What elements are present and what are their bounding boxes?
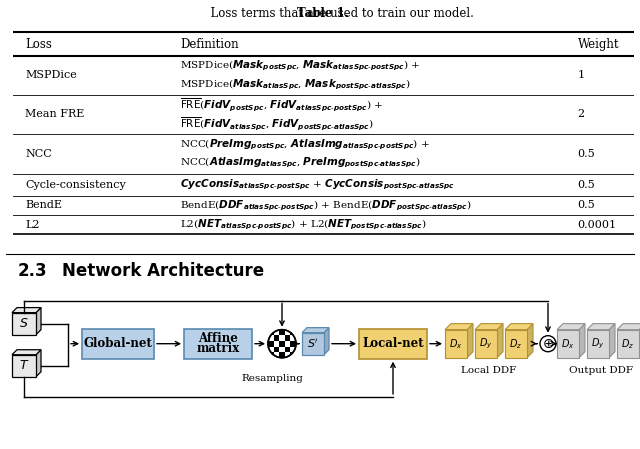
- Text: Table 1.: Table 1.: [297, 7, 349, 20]
- Bar: [291, 330, 296, 335]
- Text: 0.0001: 0.0001: [578, 220, 617, 229]
- Text: BendE($\bfit{DDF}_{atlasSpc\text{-}postSpc}$) + BendE($\bfit{DDF}_{postSpc\text{: BendE($\bfit{DDF}_{atlasSpc\text{-}postS…: [180, 198, 472, 212]
- Text: MSPDice($\bfit{Mask}_{atlasSpc}$, $\bfit{Mask}_{postSpc\text{-}atlasSpc}$): MSPDice($\bfit{Mask}_{atlasSpc}$, $\bfit…: [180, 78, 412, 92]
- Text: $D_z$: $D_z$: [509, 337, 523, 351]
- Polygon shape: [609, 324, 615, 358]
- Polygon shape: [579, 324, 585, 358]
- Text: 2.3: 2.3: [18, 263, 47, 281]
- Text: Affine: Affine: [198, 332, 238, 345]
- Bar: [587, 330, 609, 358]
- Text: 1: 1: [578, 70, 585, 80]
- Text: Output DDF: Output DDF: [569, 366, 633, 375]
- Bar: [274, 335, 279, 341]
- Bar: [268, 352, 274, 358]
- Text: Local DDF: Local DDF: [461, 366, 516, 375]
- Text: NCC($\bfit{AtlasImg}_{atlasSpc}$, $\bfit{PreImg}_{postSpc\text{-}atlasSpc}$): NCC($\bfit{AtlasImg}_{atlasSpc}$, $\bfit…: [180, 156, 421, 171]
- Polygon shape: [12, 308, 41, 313]
- Bar: [274, 347, 279, 352]
- Polygon shape: [475, 324, 503, 330]
- Text: Definition: Definition: [180, 38, 239, 50]
- Text: $\overline{\mathrm{FRE}}$($\bfit{FidV}_{atlasSpc}$, $\bfit{FidV}_{postSpc\text{-: $\overline{\mathrm{FRE}}$($\bfit{FidV}_{…: [180, 115, 374, 132]
- Text: $\oplus$: $\oplus$: [542, 337, 554, 351]
- Text: L2: L2: [25, 220, 40, 229]
- Polygon shape: [497, 324, 503, 358]
- Polygon shape: [324, 328, 329, 355]
- Text: 0.5: 0.5: [578, 149, 595, 159]
- Bar: [617, 330, 639, 358]
- Bar: [291, 352, 296, 358]
- Bar: [279, 341, 285, 347]
- Polygon shape: [467, 324, 473, 358]
- Polygon shape: [12, 350, 41, 355]
- Text: BendE: BendE: [25, 200, 62, 211]
- Bar: [82, 329, 154, 359]
- Polygon shape: [587, 324, 615, 330]
- Bar: [12, 355, 36, 377]
- Text: Loss terms that are used to train our model.: Loss terms that are used to train our mo…: [173, 7, 474, 20]
- Text: $\overline{\mathrm{FRE}}$($\bfit{FidV}_{postSpc}$, $\bfit{FidV}_{atlasSpc\text{-: $\overline{\mathrm{FRE}}$($\bfit{FidV}_{…: [180, 97, 383, 114]
- Text: Resampling: Resampling: [241, 374, 303, 383]
- Polygon shape: [36, 308, 41, 335]
- Bar: [268, 341, 274, 347]
- Bar: [184, 329, 252, 359]
- Text: 2: 2: [578, 110, 585, 119]
- Text: 0.5: 0.5: [578, 200, 595, 211]
- Bar: [302, 333, 324, 355]
- Text: NCC: NCC: [25, 149, 52, 159]
- Bar: [279, 330, 285, 335]
- Text: Mean FRE: Mean FRE: [25, 110, 84, 119]
- Text: Loss: Loss: [25, 38, 52, 50]
- Text: $D_y$: $D_y$: [591, 336, 605, 351]
- Text: L2($\bfit{NET}_{atlasSpc\text{-}postSpc}$) + L2($\bfit{NET}_{postSpc\text{-}atla: L2($\bfit{NET}_{atlasSpc\text{-}postSpc}…: [180, 217, 427, 232]
- Bar: [359, 329, 427, 359]
- Text: MSPDice($\bfit{Mask}_{postSpc}$, $\bfit{Mask}_{atlasSpc\text{-}postSpc}$) +: MSPDice($\bfit{Mask}_{postSpc}$, $\bfit{…: [180, 59, 420, 73]
- Bar: [291, 341, 296, 347]
- Bar: [285, 335, 291, 341]
- Text: $D_z$: $D_z$: [621, 337, 635, 351]
- Text: NCC($\bfit{PreImg}_{postSpc}$, $\bfit{AtlasImg}_{atlasSpc\text{-}postSpc}$) +: NCC($\bfit{PreImg}_{postSpc}$, $\bfit{At…: [180, 137, 430, 152]
- Text: $T$: $T$: [19, 359, 29, 372]
- Polygon shape: [557, 324, 585, 330]
- Text: MSPDice: MSPDice: [25, 70, 77, 80]
- Text: $D_y$: $D_y$: [479, 336, 493, 351]
- Text: $D_x$: $D_x$: [561, 337, 575, 351]
- Circle shape: [540, 336, 556, 352]
- Text: Network Architecture: Network Architecture: [62, 263, 264, 281]
- Text: $\bfit{CycConsis}_{atlasSpc\text{-}postSpc}$ + $\bfit{CycConsis}_{postSpc\text{-: $\bfit{CycConsis}_{atlasSpc\text{-}postS…: [180, 177, 456, 192]
- Bar: [12, 313, 36, 335]
- Polygon shape: [639, 324, 640, 358]
- Text: $S'$: $S'$: [307, 337, 319, 350]
- Bar: [268, 330, 274, 335]
- Polygon shape: [36, 350, 41, 377]
- Bar: [285, 347, 291, 352]
- Text: Cycle-consistency: Cycle-consistency: [25, 180, 126, 190]
- Polygon shape: [527, 324, 533, 358]
- Text: Local-net: Local-net: [362, 337, 424, 350]
- Bar: [279, 352, 285, 358]
- Text: Weight: Weight: [578, 38, 620, 50]
- Text: $D_x$: $D_x$: [449, 337, 463, 351]
- Text: 0.5: 0.5: [578, 180, 595, 190]
- Bar: [445, 330, 467, 358]
- Text: $S$: $S$: [19, 317, 29, 330]
- Bar: [505, 330, 527, 358]
- Circle shape: [268, 330, 296, 358]
- Text: Global-net: Global-net: [84, 337, 152, 350]
- Polygon shape: [617, 324, 640, 330]
- Polygon shape: [505, 324, 533, 330]
- Polygon shape: [445, 324, 473, 330]
- Bar: [557, 330, 579, 358]
- Polygon shape: [302, 328, 329, 333]
- Text: matrix: matrix: [196, 342, 239, 355]
- Bar: [475, 330, 497, 358]
